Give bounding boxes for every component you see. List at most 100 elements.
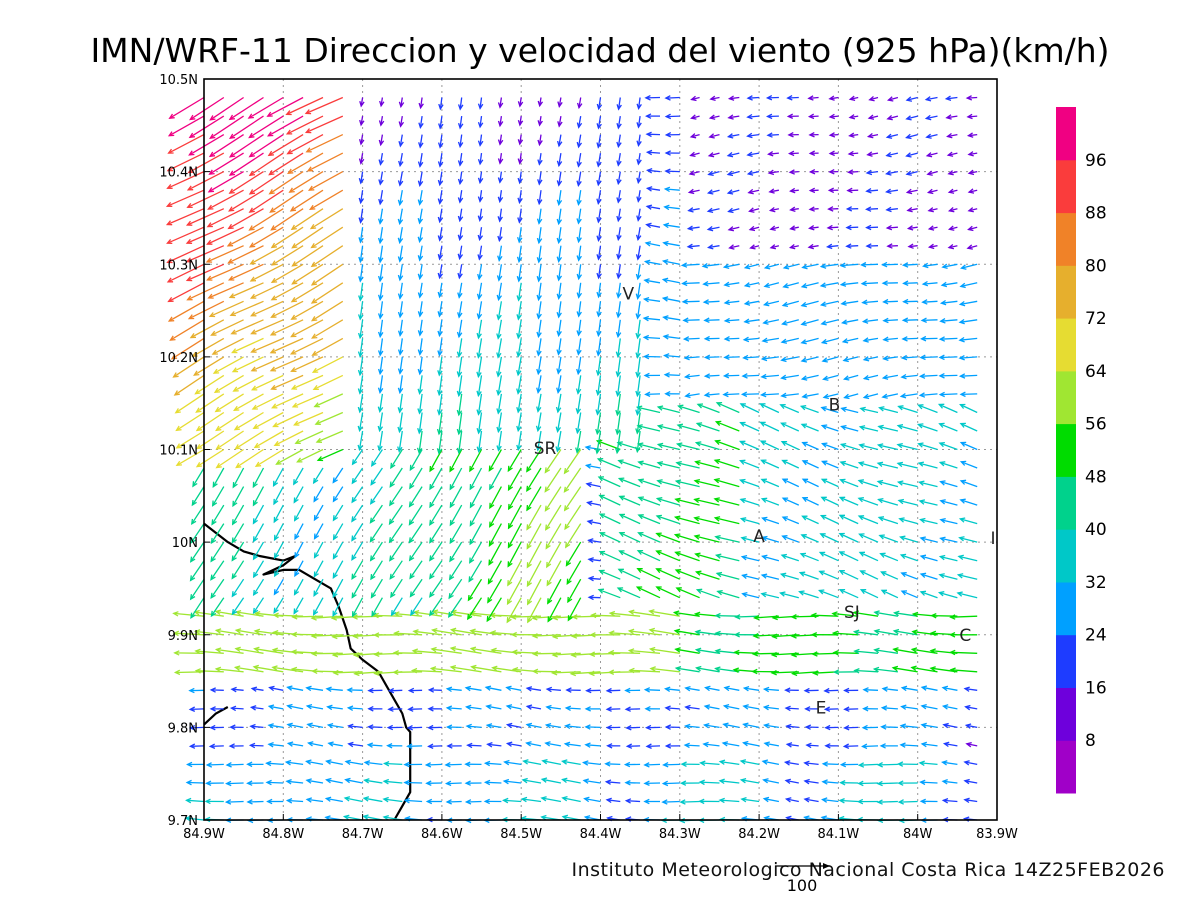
wind-vector <box>715 571 740 580</box>
wind-vector <box>905 115 918 121</box>
wind-vector <box>516 375 522 395</box>
wind-vector <box>616 171 622 186</box>
wind-vector <box>555 412 562 433</box>
wind-vector <box>781 300 799 308</box>
wind-vector <box>505 741 522 747</box>
wind-vector <box>507 523 522 549</box>
wind-vector <box>310 245 344 268</box>
colorbar-label: 72 <box>1085 309 1107 329</box>
wind-vector <box>483 779 502 786</box>
wind-vector <box>314 411 344 425</box>
wind-vector <box>853 648 879 655</box>
wind-vector <box>407 687 423 694</box>
wind-vector <box>541 758 562 766</box>
wind-vector <box>172 630 205 637</box>
wind-vector <box>780 392 799 399</box>
wind-vector <box>389 486 403 507</box>
wind-vector <box>214 647 244 654</box>
wind-vector <box>497 227 503 243</box>
wind-vector <box>351 449 364 466</box>
wind-vector <box>357 338 364 358</box>
wind-vector <box>469 467 483 491</box>
wind-vector <box>938 441 958 451</box>
wind-vector <box>358 264 364 283</box>
wind-vector <box>437 301 443 318</box>
wind-vector <box>291 393 324 408</box>
wind-vector <box>882 317 898 324</box>
wind-vector <box>801 515 819 525</box>
wind-vector <box>675 442 700 451</box>
wind-vector <box>403 761 423 768</box>
wind-vector <box>810 632 839 638</box>
wind-vector <box>743 318 760 325</box>
wind-vector <box>596 338 602 357</box>
wind-vector <box>506 578 522 606</box>
wind-vector <box>861 743 879 750</box>
wind-vector <box>938 461 958 469</box>
wind-vector <box>857 515 879 525</box>
wind-vector <box>561 777 581 784</box>
wind-vector <box>939 299 958 306</box>
wind-vector <box>273 541 284 560</box>
wind-vector <box>695 422 720 432</box>
wind-vector <box>254 448 284 467</box>
wind-vector <box>410 597 423 617</box>
wind-vector <box>938 373 958 379</box>
wind-vector <box>906 225 918 231</box>
wind-vector <box>727 114 740 120</box>
wind-vector <box>706 207 720 214</box>
wind-vector <box>507 504 522 530</box>
wind-vector <box>185 263 225 282</box>
wind-vector <box>517 134 524 146</box>
wind-vector <box>821 797 839 803</box>
wind-vector <box>417 282 424 299</box>
wind-vector <box>596 227 602 242</box>
wind-vector <box>616 245 622 261</box>
wind-vector <box>881 374 899 380</box>
wind-vector <box>436 393 443 416</box>
wind-vector <box>644 706 661 712</box>
wind-vector <box>228 152 264 176</box>
wind-vector <box>344 777 363 784</box>
wind-vector <box>624 687 641 694</box>
wind-vector <box>741 573 760 580</box>
wind-vector <box>960 263 978 270</box>
wind-vector <box>586 519 601 525</box>
wind-vector <box>306 152 344 172</box>
wind-vector <box>308 189 344 211</box>
wind-vector <box>167 300 205 322</box>
wind-vector <box>507 541 522 568</box>
wind-vector <box>760 478 780 488</box>
wind-vector <box>561 795 581 803</box>
wind-vector <box>958 300 978 307</box>
wind-vector <box>801 441 819 451</box>
wind-vector <box>496 319 503 340</box>
wind-vector <box>359 115 365 127</box>
wind-vector <box>584 724 601 730</box>
wind-vector <box>840 406 859 414</box>
wind-vector <box>537 116 543 127</box>
wind-vector <box>269 319 304 336</box>
credit-text: Instituto Meteorologico Nacional Costa R… <box>571 859 1165 881</box>
wind-vector <box>377 227 384 245</box>
wind-vector <box>576 301 582 318</box>
wind-vector <box>231 356 264 373</box>
wind-vector <box>516 338 522 358</box>
wind-vector <box>252 578 265 597</box>
wind-vector <box>456 393 463 417</box>
wind-vector <box>357 375 364 395</box>
wind-vector <box>225 780 244 787</box>
wind-vector <box>867 114 879 120</box>
place-label: C <box>959 626 971 646</box>
wind-vector <box>232 393 264 412</box>
wind-vector <box>351 578 364 599</box>
wind-vector <box>722 722 740 729</box>
wind-vector <box>476 338 483 359</box>
wind-vector <box>807 243 819 250</box>
wind-vector <box>425 780 442 786</box>
wind-vector <box>476 282 483 301</box>
wind-vector <box>702 741 720 748</box>
wind-vector <box>398 97 405 109</box>
wind-vector <box>857 461 879 469</box>
colorbar-segment <box>1056 740 1076 794</box>
